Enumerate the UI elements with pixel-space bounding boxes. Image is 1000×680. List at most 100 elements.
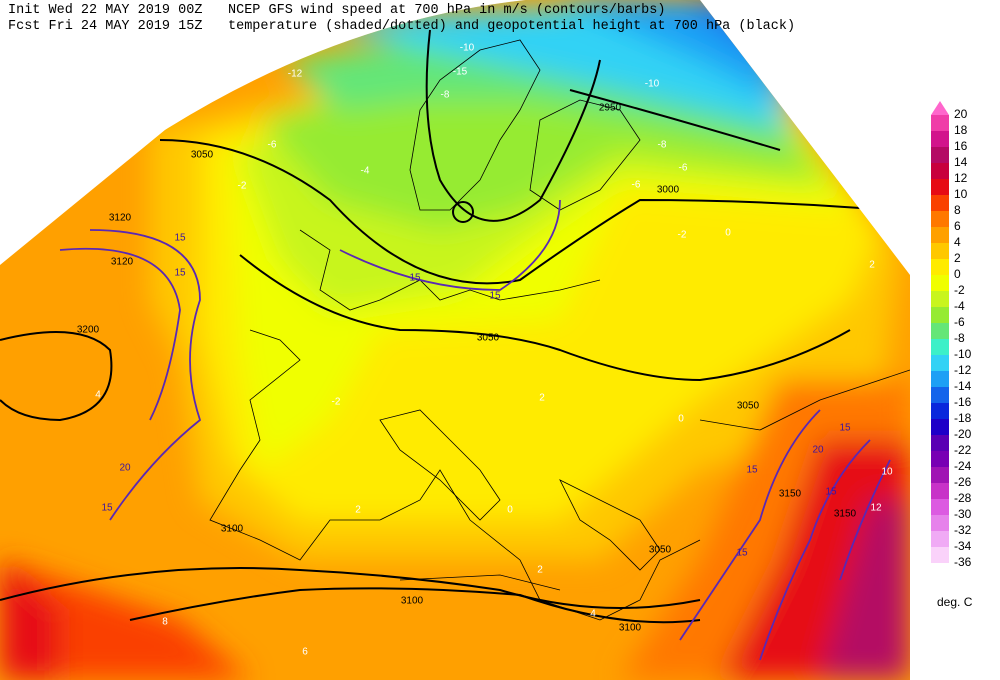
colorbar-box — [931, 291, 949, 307]
colorbar-label: 20 — [954, 107, 968, 121]
temperature-label: 6 — [302, 647, 308, 658]
colorbar-label: -14 — [954, 379, 972, 393]
colorbar-box — [931, 467, 949, 483]
temperature-label: 12 — [870, 503, 882, 514]
height-label: 3100 — [221, 524, 244, 535]
temperature-label: 10 — [881, 467, 893, 478]
colorbar-box — [931, 531, 949, 547]
colorbar-box — [931, 499, 949, 515]
wind-label: 15 — [489, 291, 501, 302]
colorbar-box — [931, 323, 949, 339]
height-label: 3120 — [111, 257, 134, 268]
colorbar-box — [931, 371, 949, 387]
temperature-label: -6 — [632, 180, 641, 191]
colorbar-label: 0 — [954, 267, 961, 281]
temperature-label: 0 — [507, 505, 513, 516]
colorbar-label: -2 — [954, 283, 965, 297]
height-label: 2950 — [599, 103, 622, 114]
wind-contours — [59, 199, 891, 661]
temperature-label: -6 — [679, 163, 688, 174]
colorbar-label: -26 — [954, 475, 972, 489]
temperature-label: -12 — [288, 69, 303, 80]
height-label: 3050 — [649, 545, 672, 556]
colorbar-box — [931, 211, 949, 227]
height-label: 3100 — [401, 596, 424, 607]
colorbar-label: 2 — [954, 251, 961, 265]
colorbar-label: -20 — [954, 427, 972, 441]
colorbar-box — [931, 131, 949, 147]
colorbar-box — [931, 179, 949, 195]
colorbar-label: -12 — [954, 363, 972, 377]
wind-label: 15 — [174, 268, 186, 279]
temperature-label: -10 — [460, 43, 475, 54]
temperature-label: 0 — [678, 414, 684, 425]
colorbar-label: 12 — [954, 171, 968, 185]
wind-label: 15 — [409, 273, 421, 284]
temperature-label: -8 — [658, 140, 667, 151]
temperature-label: 0 — [725, 228, 731, 239]
colorbar-label: 4 — [954, 235, 961, 249]
colorbar-box — [931, 227, 949, 243]
colorbar-label: 16 — [954, 139, 968, 153]
height-label: 3000 — [657, 185, 680, 196]
colorbar-box — [931, 339, 949, 355]
subtitle: temperature (shaded/dotted) and geopoten… — [228, 19, 795, 34]
colorbar-label: -30 — [954, 507, 972, 521]
height-label: 3050 — [477, 333, 500, 344]
colorbar-label: -6 — [954, 315, 965, 329]
colorbar-label: 18 — [954, 123, 968, 137]
temperature-label: -2 — [332, 397, 341, 408]
init-time: Init Wed 22 MAY 2019 00Z — [8, 3, 202, 18]
wind-label: 15 — [746, 465, 758, 476]
temperature-label: 4 — [95, 390, 101, 401]
temperature-label: 2 — [869, 260, 875, 271]
colorbar-box — [931, 515, 949, 531]
temperature-label: 2 — [539, 393, 545, 404]
colorbar-label: 14 — [954, 155, 968, 169]
temperature-label: -15 — [453, 67, 468, 78]
height-label: 3100 — [619, 623, 642, 634]
colorbar-box — [931, 403, 949, 419]
height-label: 3150 — [779, 489, 802, 500]
temperature-label: -6 — [268, 140, 277, 151]
temperature-label: 8 — [162, 617, 168, 628]
height-contours — [0, 29, 861, 624]
colorbar-box — [931, 243, 949, 259]
height-label: 3050 — [191, 150, 214, 161]
colorbar-label: 6 — [954, 219, 961, 233]
height-label: 3150 — [834, 509, 857, 520]
wind-label: 20 — [119, 463, 131, 474]
colorbar-label: -16 — [954, 395, 972, 409]
wind-label: 15 — [736, 548, 748, 559]
wind-label: 15 — [839, 423, 851, 434]
colorbar-label: -34 — [954, 539, 972, 553]
colorbar-box — [931, 435, 949, 451]
colorbar-label: -36 — [954, 555, 972, 569]
colorbar-box — [931, 147, 949, 163]
forecast-time: Fcst Fri 24 MAY 2019 15Z — [8, 19, 202, 34]
height-label: 3200 — [77, 325, 100, 336]
colorbar-box — [931, 307, 949, 323]
colorbar-label: -4 — [954, 299, 965, 313]
colorbar-triangle — [931, 101, 949, 115]
colorbar-box — [931, 355, 949, 371]
colorbar-label: -22 — [954, 443, 972, 457]
colorbar-box — [931, 115, 949, 131]
colorbar-label: 10 — [954, 187, 968, 201]
colorbar-box — [931, 163, 949, 179]
wind-label: 20 — [812, 445, 824, 456]
colorbar-box — [931, 387, 949, 403]
wind-label: 15 — [174, 233, 186, 244]
temperature-label: -2 — [678, 230, 687, 241]
temperature-label: 2 — [537, 565, 543, 576]
colorbar-box — [931, 275, 949, 291]
colorbar-unit: deg. C — [937, 595, 973, 609]
colorbar-label: -32 — [954, 523, 972, 537]
colorbar-label: -24 — [954, 459, 972, 473]
colorbar-label: -28 — [954, 491, 972, 505]
temperature-label: -4 — [361, 166, 370, 177]
title: NCEP GFS wind speed at 700 hPa in m/s (c… — [228, 3, 665, 18]
